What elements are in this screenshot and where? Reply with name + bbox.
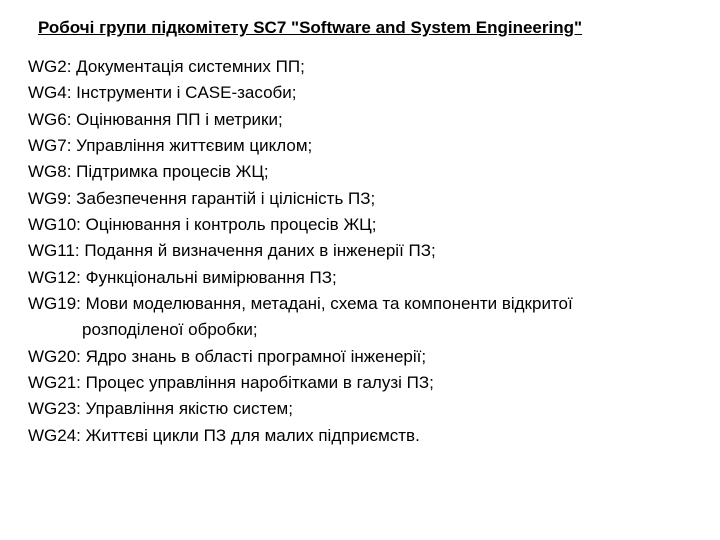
list-item: WG20: Ядро знань в області програмної ін… [28, 344, 692, 370]
list-item: WG6: Оцінювання ПП і метрики; [28, 107, 692, 133]
list-item: WG8: Підтримка процесів ЖЦ; [28, 159, 692, 185]
list-item: WG2: Документація системних ПП; [28, 54, 692, 80]
list-item: WG9: Забезпечення гарантій і цілісність … [28, 186, 692, 212]
list-item: WG24: Життєві цикли ПЗ для малих підприє… [28, 423, 692, 449]
working-groups-list: WG2: Документація системних ПП; WG4: Інс… [28, 54, 692, 449]
list-item-continuation: розподіленої обробки; [28, 317, 692, 343]
list-item: WG11: Подання й визначення даних в інжен… [28, 238, 692, 264]
list-item: WG12: Функціональні вимірювання ПЗ; [28, 265, 692, 291]
list-item: WG19: Мови моделювання, метадані, схема … [28, 291, 692, 317]
page-title: Робочі групи підкомітету SC7 "Software a… [38, 18, 692, 38]
list-item: WG21: Процес управління наробітками в га… [28, 370, 692, 396]
list-item: WG23: Управління якістю систем; [28, 396, 692, 422]
list-item: WG4: Інструменти і CASE-засоби; [28, 80, 692, 106]
list-item: WG10: Оцінювання і контроль процесів ЖЦ; [28, 212, 692, 238]
list-item: WG7: Управління життєвим циклом; [28, 133, 692, 159]
